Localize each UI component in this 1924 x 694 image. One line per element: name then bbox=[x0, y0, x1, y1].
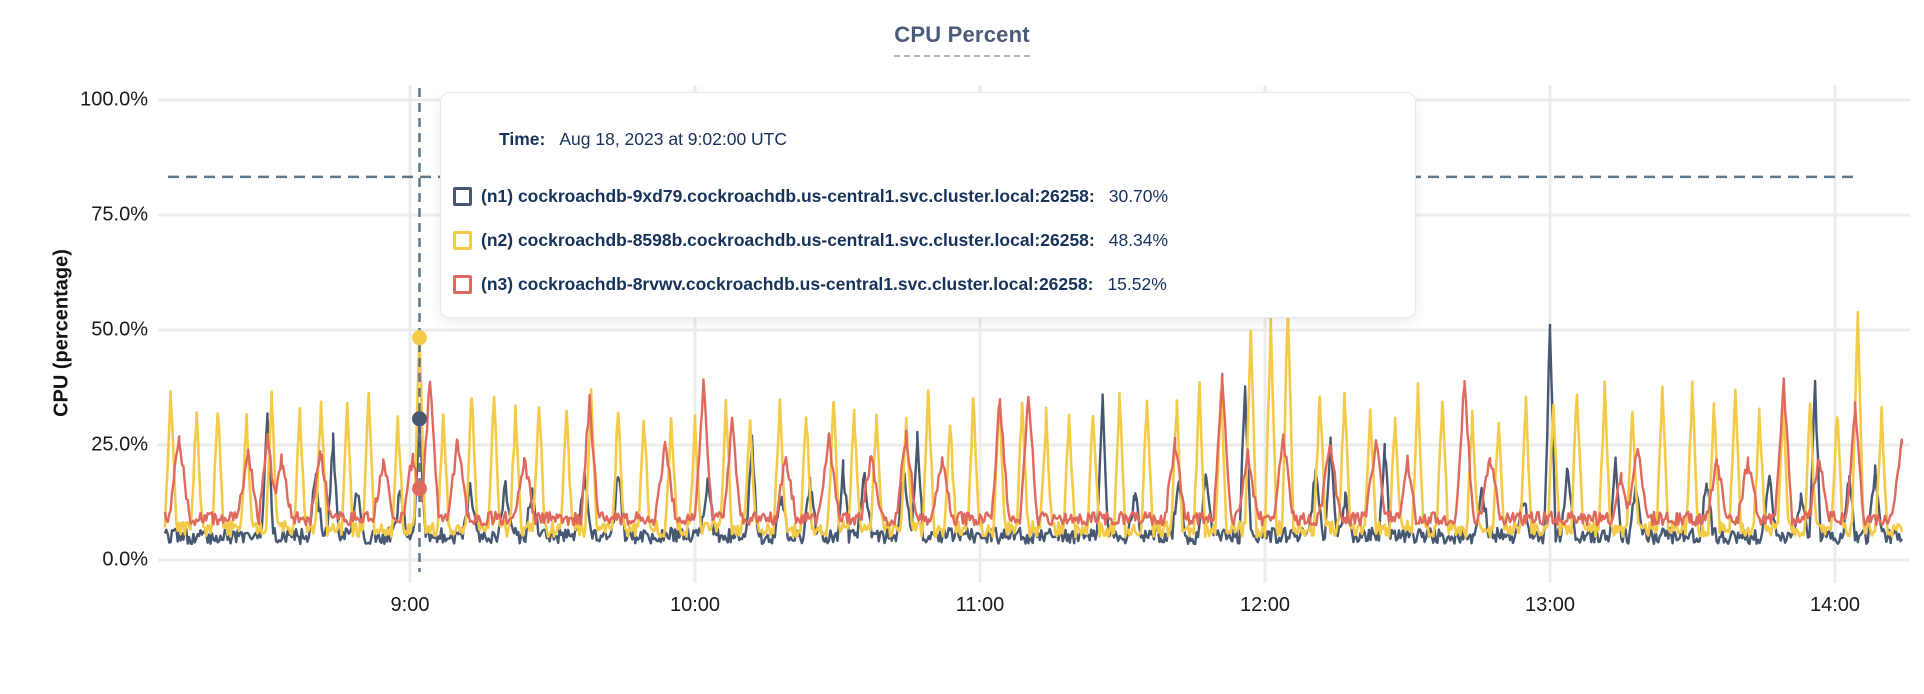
hover-dot-n2 bbox=[411, 330, 427, 346]
series-swatch-icon bbox=[453, 186, 472, 206]
tooltip-series-row: (n3) cockroachdb-8rvwv.cockroachdb.us-ce… bbox=[453, 262, 1415, 306]
tooltip-time-row: Time: Aug 18, 2023 at 9:02:00 UTC bbox=[499, 129, 1415, 150]
series-value: 15.52% bbox=[1107, 273, 1167, 294]
series-label: (n2) cockroachdb-8598b.cockroachdb.us-ce… bbox=[481, 229, 1095, 250]
series-label: (n1) cockroachdb-9xd79.cockroachdb.us-ce… bbox=[481, 185, 1095, 206]
chart-title: CPU Percent bbox=[0, 22, 1924, 57]
y-tick-label: 0.0% bbox=[102, 548, 148, 571]
series-label: (n3) cockroachdb-8rvwv.cockroachdb.us-ce… bbox=[481, 273, 1094, 294]
series-value: 48.34% bbox=[1108, 229, 1169, 250]
tooltip-series-rows: (n1) cockroachdb-9xd79.cockroachdb.us-ce… bbox=[453, 174, 1415, 306]
tooltip-time-label: Time: bbox=[499, 129, 546, 149]
series-line-n2 bbox=[163, 308, 1904, 539]
x-tick-label: 14:00 bbox=[1809, 594, 1861, 616]
x-tick-label: 13:00 bbox=[1524, 594, 1576, 616]
tooltip-time-value: Aug 18, 2023 at 9:02:00 UTC bbox=[559, 129, 788, 149]
tooltip-series-row: (n1) cockroachdb-9xd79.cockroachdb.us-ce… bbox=[453, 174, 1415, 218]
tooltip-series-row: (n2) cockroachdb-8598b.cockroachdb.us-ce… bbox=[453, 218, 1415, 262]
x-tick-label: 10:00 bbox=[669, 594, 721, 616]
y-tick-label: 50.0% bbox=[91, 318, 148, 341]
hover-dot-n3 bbox=[411, 481, 427, 497]
x-tick-label: 12:00 bbox=[1239, 594, 1291, 616]
y-tick-label: 100.0% bbox=[80, 88, 148, 111]
x-tick-label: 11:00 bbox=[955, 594, 1005, 616]
series-swatch-icon bbox=[453, 274, 472, 294]
y-tick-label: 25.0% bbox=[91, 433, 148, 456]
x-tick-label: 9:00 bbox=[390, 594, 430, 616]
y-tick-label: 75.0% bbox=[91, 203, 148, 226]
series-swatch-icon bbox=[453, 230, 472, 250]
series-line-n3 bbox=[163, 372, 1904, 527]
series-value: 30.70% bbox=[1108, 185, 1169, 206]
metrics-tooltip: Time: Aug 18, 2023 at 9:02:00 UTC (n1) co… bbox=[440, 92, 1416, 318]
chart-title-text: CPU Percent bbox=[894, 22, 1030, 57]
hover-dot-n1 bbox=[411, 411, 427, 427]
